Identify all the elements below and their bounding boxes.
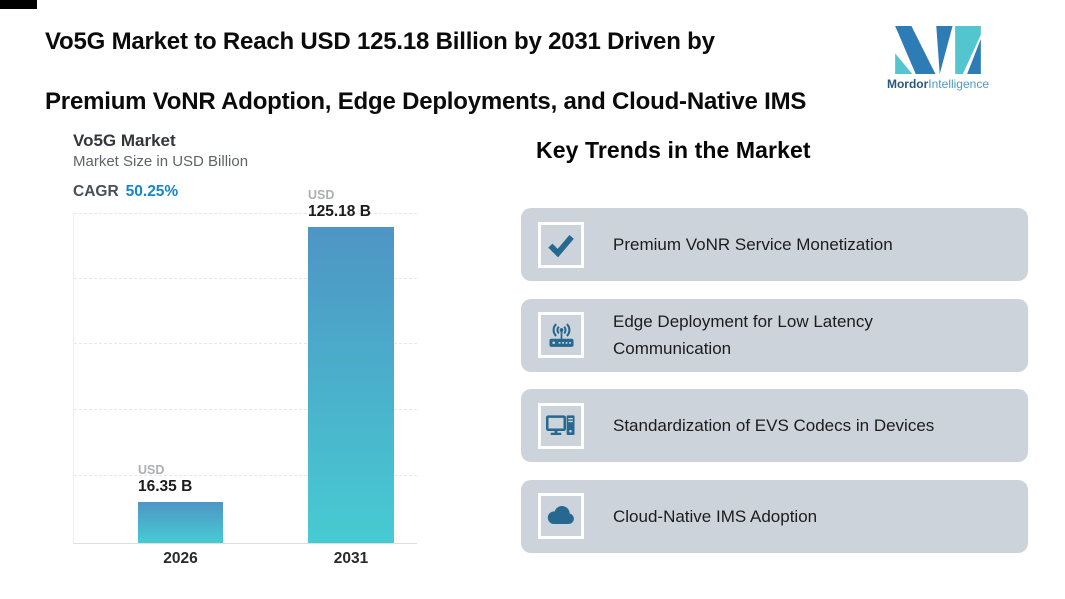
trends-heading: Key Trends in the Market: [536, 137, 811, 163]
trend-card-label: Premium VoNR Service Monetization: [613, 235, 893, 254]
corner-mark: [0, 0, 37, 9]
page-title-line2: Premium VoNR Adoption, Edge Deployments,…: [45, 88, 807, 115]
chart-subtitle: Market Size in USD Billion: [73, 153, 249, 170]
cloud-icon: [538, 493, 584, 539]
gridline: [74, 409, 417, 410]
bar-amount-2026: 16.35 B: [138, 478, 193, 495]
check-icon: [538, 221, 584, 268]
trend-card-cloud-native-ims: Cloud-Native IMS Adoption: [521, 479, 1028, 553]
gridline: [74, 475, 417, 476]
gridline: [74, 278, 417, 279]
wireless-router-icon: [538, 312, 584, 358]
page-title-line1: Vo5G Market to Reach USD 125.18 Billion …: [45, 28, 715, 55]
bar-chart-plot-area: USD 16.35 B 2026 USD 125.18 B 2031: [73, 188, 417, 567]
trend-card-label: Standardization of EVS Codecs in Devices: [613, 416, 935, 435]
bar-value-label-2026: USD 16.35 B: [138, 463, 192, 496]
trend-card-label: Cloud-Native IMS Adoption: [613, 506, 818, 526]
trend-card-premium-vonr: Premium VoNR Service Monetization: [521, 208, 1028, 281]
page-title: Vo5G Market to Reach USD 125.18 Billion …: [45, 27, 806, 117]
mordor-logo-wordmark: MordorIntelligence: [886, 77, 990, 91]
mordor-logo-mark: [895, 26, 981, 74]
x-tick-2026: 2026: [163, 550, 198, 567]
trend-card-label: Edge Deployment for Low Latency Communic…: [613, 312, 873, 358]
chart-title: Vo5G Market: [73, 131, 176, 150]
trend-card-evs-codecs: Standardization of EVS Codecs in Devices: [521, 389, 1028, 462]
bar-value-label-2031: USD 125.18 B: [308, 188, 371, 221]
trend-card-list: Premium VoNR Service Monetization Edge D…: [521, 208, 1028, 570]
gridline: [74, 213, 417, 214]
bar-amount-2031: 125.18 B: [308, 203, 371, 220]
bar-currency-2026: USD: [138, 463, 165, 477]
desktop-computer-icon: [538, 402, 584, 449]
logo-brand-light: Intelligence: [928, 77, 990, 91]
mordor-intelligence-logo: MordorIntelligence: [886, 26, 990, 91]
bar-2031: [308, 227, 394, 543]
cagr-label: CAGR: [73, 183, 119, 200]
logo-brand-bold: Mordor: [886, 77, 929, 91]
bar-2026: [138, 502, 223, 543]
x-tick-2031: 2031: [333, 550, 369, 567]
cagr-value: 50.25%: [125, 183, 179, 200]
gridline: [74, 343, 417, 344]
bar-currency-2031: USD: [308, 188, 335, 202]
cagr-row: CAGR 50.25%: [73, 183, 178, 201]
trend-card-edge-deployment: Edge Deployment for Low Latency Communic…: [521, 298, 1028, 372]
